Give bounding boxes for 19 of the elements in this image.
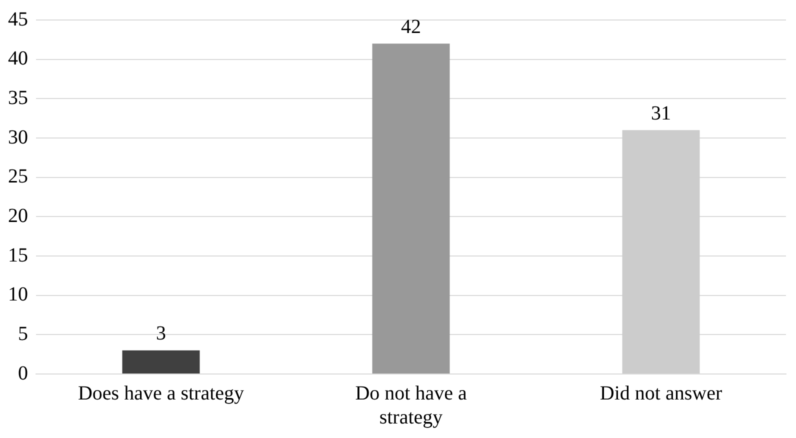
y-tick-label: 40 (8, 48, 28, 70)
y-tick-label: 25 (8, 166, 28, 188)
bar (622, 130, 700, 374)
x-tick-label: Does have a strategy (78, 382, 244, 404)
y-tick-label: 0 (18, 362, 28, 384)
y-tick-label: 15 (8, 244, 28, 266)
bar (372, 44, 450, 374)
data-label: 42 (401, 16, 421, 38)
y-tick-label: 35 (8, 86, 28, 109)
x-tick-label: Do not have a strategy (355, 382, 467, 428)
y-tick-label: 5 (18, 322, 28, 345)
y-tick-label: 30 (8, 126, 28, 148)
bar (122, 350, 200, 374)
y-tick-label: 20 (8, 204, 28, 227)
y-tick-label: 10 (8, 284, 28, 306)
y-tick-label: 45 (8, 8, 28, 30)
data-label: 3 (156, 322, 166, 345)
data-label: 31 (651, 102, 671, 124)
x-tick-label: Did not answer (600, 382, 722, 404)
